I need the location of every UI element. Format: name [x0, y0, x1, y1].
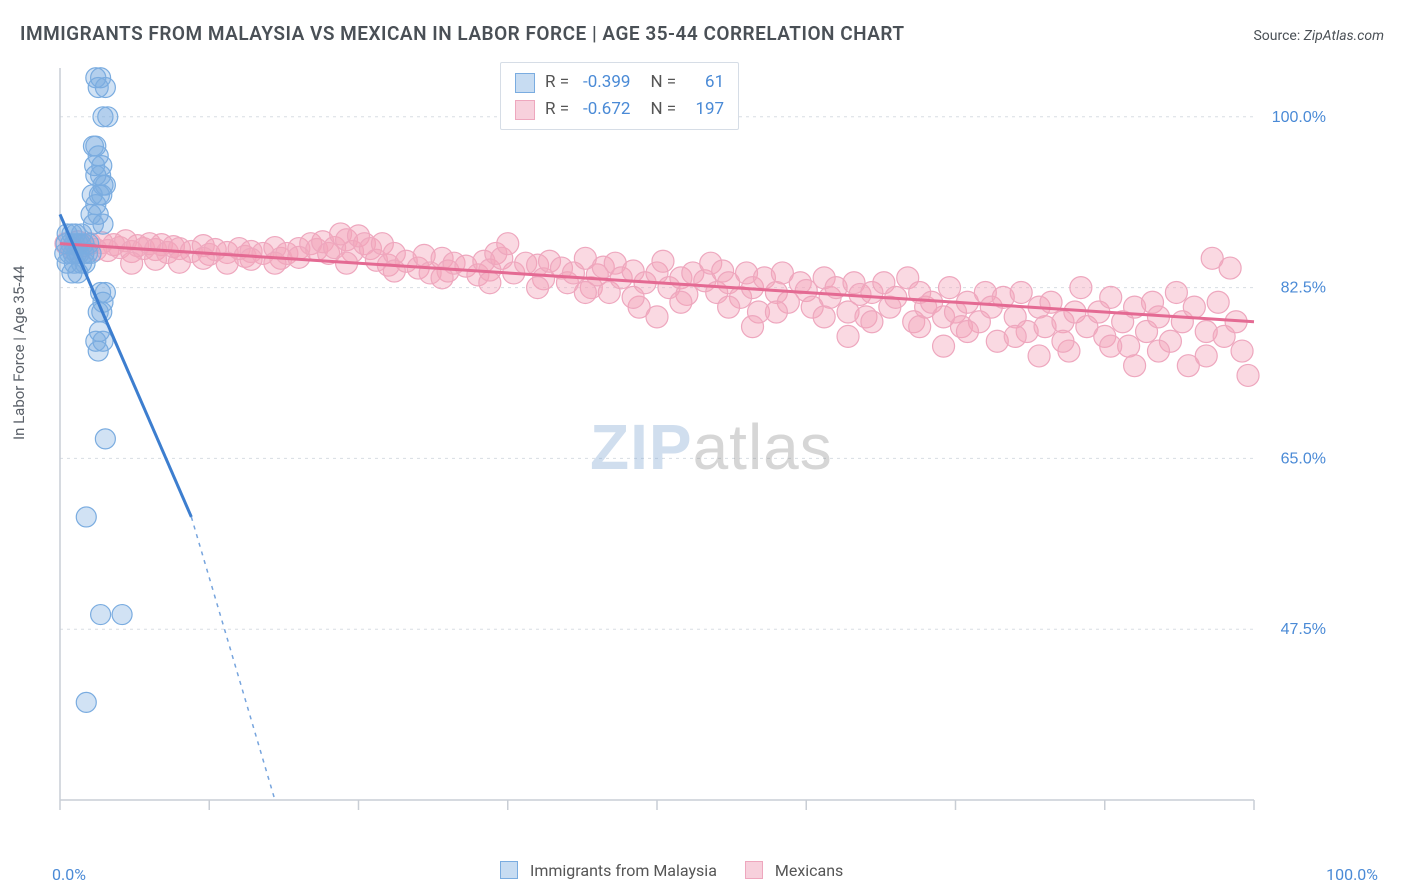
svg-text:82.5%: 82.5%	[1281, 280, 1326, 297]
x-axis-max-label: 100.0%	[1326, 865, 1378, 884]
scatter-chart-svg: 47.5% 65.0% 82.5% 100.0%	[52, 60, 1332, 840]
correlation-legend: R = -0.399 N = 61 R = -0.672 N = 197	[500, 62, 739, 130]
chart-title: IMMIGRANTS FROM MALAYSIA VS MEXICAN IN L…	[20, 22, 905, 45]
legend-item-mexicans: Mexicans	[745, 861, 843, 880]
legend-swatch-mexicans	[515, 100, 535, 120]
svg-text:65.0%: 65.0%	[1281, 450, 1326, 467]
legend-label-malaysia: Immigrants from Malaysia	[530, 861, 717, 880]
legend-row-mexicans: R = -0.672 N = 197	[515, 96, 724, 123]
y-axis-label: In Labor Force | Age 35-44	[10, 266, 28, 440]
source-label: Source:	[1253, 28, 1300, 44]
r-value-malaysia: -0.399	[583, 69, 630, 96]
r-label: R =	[545, 96, 569, 123]
plot-area: 47.5% 65.0% 82.5% 100.0%	[52, 60, 1332, 840]
source-attribution: Source: ZipAtlas.com	[1253, 28, 1384, 44]
n-label: N =	[650, 69, 676, 96]
n-label: N =	[650, 96, 676, 123]
source-value: ZipAtlas.com	[1304, 28, 1384, 44]
n-value-malaysia: 61	[690, 69, 724, 96]
legend-swatch-malaysia	[515, 73, 535, 93]
svg-text:100.0%: 100.0%	[1272, 109, 1326, 126]
legend-swatch-icon	[745, 861, 763, 879]
n-value-mexicans: 197	[690, 96, 724, 123]
legend-item-malaysia: Immigrants from Malaysia	[500, 861, 717, 880]
legend-row-malaysia: R = -0.399 N = 61	[515, 69, 724, 96]
svg-text:47.5%: 47.5%	[1281, 621, 1326, 638]
x-axis-min-label: 0.0%	[52, 865, 86, 884]
legend-swatch-icon	[500, 861, 518, 879]
series-legend: Immigrants from Malaysia Mexicans	[500, 861, 843, 880]
legend-label-mexicans: Mexicans	[775, 861, 843, 880]
r-value-mexicans: -0.672	[583, 96, 630, 123]
r-label: R =	[545, 69, 569, 96]
